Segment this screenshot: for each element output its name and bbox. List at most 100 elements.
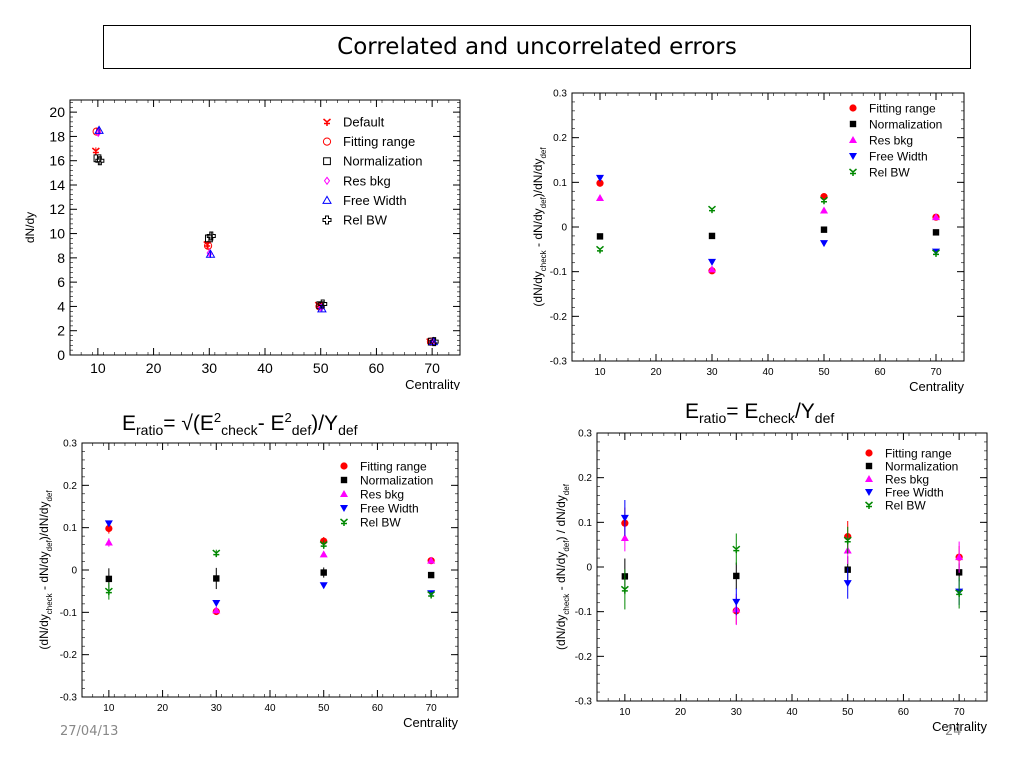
- x-tick-label: 70: [426, 703, 438, 714]
- legend-label: Free Width: [343, 193, 407, 208]
- y-tick-label: -0.1: [60, 608, 78, 619]
- series-free-width: [104, 520, 436, 608]
- y-tick-label: -0.1: [550, 267, 568, 278]
- x-tick-label: 50: [818, 367, 830, 378]
- legend-label: Normalization: [869, 118, 942, 132]
- x-tick-label: 10: [594, 367, 606, 378]
- y-tick-label: 0: [57, 347, 65, 363]
- x-tick-label: 10: [90, 360, 106, 376]
- y-axis-label: dN/dy: [23, 212, 37, 243]
- legend-label: Normalization: [360, 474, 433, 488]
- x-axis-label: Centrality: [932, 719, 987, 734]
- legend-marker: [322, 137, 332, 146]
- series-rel-bw: [596, 196, 940, 257]
- x-tick-label: 50: [313, 360, 329, 376]
- data-point: [955, 589, 964, 597]
- x-tick-label: 40: [762, 367, 774, 378]
- data-point: [733, 572, 740, 580]
- y-tick-label: 0.3: [63, 439, 77, 450]
- x-tick-label: 70: [930, 367, 942, 378]
- data-point: [318, 299, 328, 309]
- y-axis-label: (dN/dycheck - dN/dydef) / dN/dydef: [554, 483, 571, 650]
- y-tick-label: -0.2: [550, 312, 568, 323]
- data-point: [620, 585, 629, 594]
- y-tick-label: 10: [49, 225, 65, 241]
- data-point: [319, 541, 328, 549]
- legend-marker: [849, 120, 857, 128]
- series-fitting-range: [105, 523, 435, 616]
- y-axis-label: (dN/dycheck - dN/dydef)/dN/dydef: [531, 147, 548, 307]
- data-point: [319, 550, 328, 558]
- legend-label: Free Width: [869, 150, 928, 164]
- y-tick-label: -0.3: [575, 697, 593, 708]
- legend-marker: [865, 489, 873, 496]
- series-normalization: [621, 556, 963, 595]
- legend-marker: [340, 462, 348, 470]
- data-point: [955, 553, 964, 561]
- y-tick-label: 0: [71, 566, 77, 577]
- y-tick-label: 18: [49, 128, 65, 144]
- x-tick-label: 30: [731, 707, 743, 718]
- legend-label: Res bkg: [869, 134, 913, 148]
- legend-label: Rel BW: [360, 516, 401, 530]
- data-point: [820, 240, 828, 248]
- legend-label: Default: [343, 115, 385, 130]
- legend-marker: [865, 475, 873, 482]
- legend-marker: [865, 449, 873, 457]
- series-res-bkg: [620, 524, 964, 626]
- data-point: [213, 575, 220, 582]
- series-free-width: [94, 125, 439, 346]
- y-tick-label: 20: [49, 104, 65, 120]
- x-tick-label: 60: [372, 703, 384, 714]
- data-point: [708, 265, 716, 273]
- x-tick-label: 20: [157, 703, 169, 714]
- data-point: [932, 249, 940, 257]
- legend-label: Rel BW: [343, 213, 388, 228]
- y-tick-label: -0.2: [575, 652, 593, 663]
- data-point: [212, 549, 221, 558]
- legend-label: Normalization: [885, 460, 958, 474]
- x-tick-label: 40: [264, 703, 276, 714]
- series-fitting-range: [596, 179, 940, 275]
- series-rel-bw: [95, 156, 439, 347]
- slide-date: 27/04/13: [60, 724, 119, 739]
- data-point: [91, 147, 100, 155]
- chart-relative-deviation-uncorrelated-errors: 10 20 30 40 50 60 70 -0.3 -0.2 -0.1 0 0.1 0.2 0.3 Cent…: [554, 429, 988, 734]
- data-point: [104, 587, 113, 596]
- series-rel-bw: [620, 526, 964, 610]
- y-tick-label: 0.1: [578, 518, 592, 529]
- data-point: [732, 598, 741, 606]
- legend: Default Fitting range Normalization Res bkg…: [322, 115, 422, 228]
- legend-marker: [340, 505, 348, 512]
- data-point: [319, 582, 328, 590]
- data-point: [94, 125, 104, 134]
- y-tick-label: 2: [57, 323, 65, 339]
- data-point: [843, 536, 852, 545]
- x-tick-label: 70: [954, 707, 966, 718]
- data-point: [820, 226, 828, 233]
- minor-ticks: [596, 432, 988, 702]
- legend-label: Res bkg: [360, 488, 404, 502]
- data-point: [212, 600, 221, 608]
- x-tick-label: 10: [619, 707, 631, 718]
- data-point: [105, 575, 113, 583]
- x-tick-label: 30: [211, 703, 223, 714]
- series-fitting-range: [621, 507, 963, 625]
- y-tick-label: 0: [586, 563, 592, 574]
- y-tick-label: 16: [49, 153, 65, 169]
- x-tick-label: 60: [369, 360, 385, 376]
- chart-dndy-vs-centrality: 10 20 30 40 50 60 70 0 2 4 6 8 10 12 14 16 18 20 Centralit…: [23, 99, 461, 390]
- data-point: [932, 213, 940, 221]
- data-point: [427, 556, 436, 564]
- data-point: [932, 229, 940, 236]
- legend-label: Fitting range: [343, 134, 415, 149]
- series-res-bkg: [596, 193, 940, 273]
- chart-relative-deviation: 10 20 30 40 50 60 70 -0.3 -0.2 -0.1 0 0.1 0.2 0.3 Cent…: [531, 89, 965, 394]
- chart-relative-deviation-correlated-errors: 10 20 30 40 50 60 70 -0.3 -0.2 -0.1 0 0.1 0.2 0.3 Cent…: [37, 439, 459, 730]
- data-point: [843, 580, 852, 588]
- y-tick-label: 0.1: [553, 178, 567, 189]
- data-point: [620, 514, 629, 522]
- y-tick-label: 4: [57, 298, 65, 314]
- series-normalization: [596, 226, 940, 240]
